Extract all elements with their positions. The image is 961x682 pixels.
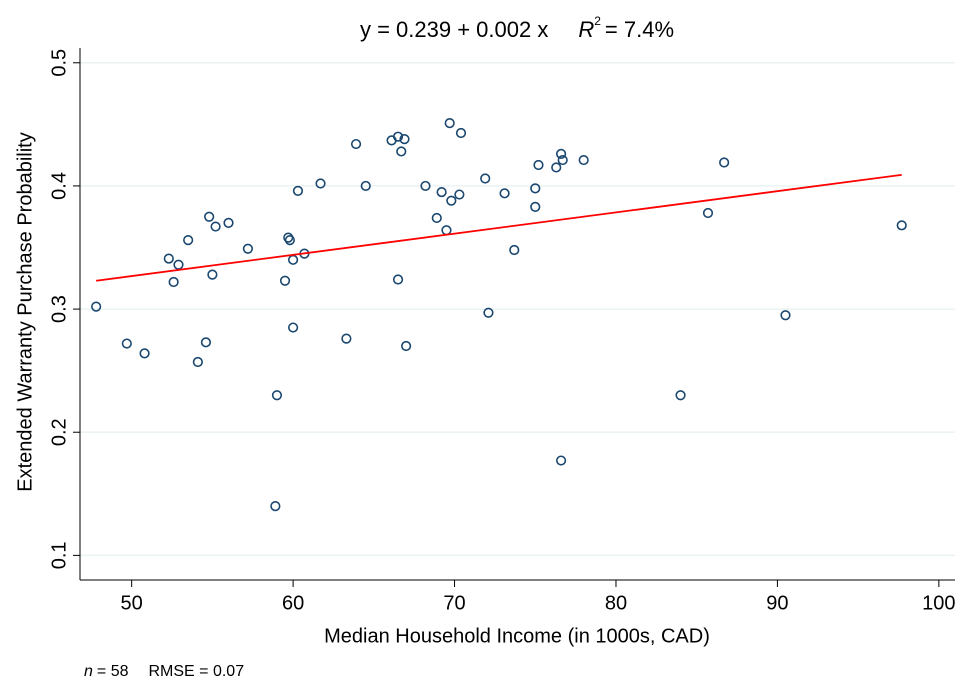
point [399,134,410,145]
point [204,211,215,222]
point [675,390,686,401]
y-tick-label: 0.1 [48,541,70,569]
point [283,232,294,243]
rmse: RMSE = 0.07 [149,663,245,680]
point [441,225,452,236]
x-axis-label: Median Household Income (in 1000s, CAD) [324,625,710,647]
point [192,356,203,368]
r2-sup: 2 [594,14,601,28]
point [183,235,194,246]
n-symbol: n [84,663,93,680]
point [533,159,544,171]
point [780,310,791,321]
point [396,146,407,157]
n-value: = 58 [97,663,129,680]
point [350,138,362,150]
point [287,322,299,333]
point [454,189,465,200]
x-tick-label: 50 [121,592,143,614]
point [139,348,150,359]
x-tick-label: 80 [605,592,627,614]
point [392,274,404,285]
point [578,154,589,166]
footnote: n = 58 RMSE = 0.07 [84,663,244,680]
point [420,180,431,192]
point [483,307,494,318]
point [173,259,184,270]
point [530,201,541,212]
point [719,157,730,168]
point [207,269,218,280]
y-tick-label: 0.5 [48,49,70,77]
chart-title: y = 0.239 + 0.002 x R2 = 7.4% [360,14,674,42]
point [436,186,447,198]
y-tick-label: 0.2 [48,418,70,446]
point [392,131,404,142]
r2-value: = 7.4% [605,17,674,42]
point [279,275,291,286]
point [168,276,179,288]
point [555,455,567,466]
point [444,118,455,129]
point [480,173,491,184]
point [557,154,568,166]
point [292,185,304,196]
point [284,235,295,246]
x-tick-label: 60 [282,592,304,614]
y-tick-label: 0.4 [48,172,70,200]
point [702,207,714,219]
point [896,220,907,231]
point [341,333,352,344]
y-tick-label: 0.3 [48,295,70,323]
x-tick-label: 70 [443,592,465,614]
fit-equation: y = 0.239 + 0.002 x [360,17,548,42]
r2-symbol: R [578,17,594,42]
point [163,253,174,264]
point [315,178,326,189]
point [200,337,212,348]
point [91,301,102,312]
x-tick-label: 100 [922,592,955,614]
point [121,338,132,349]
fit-line [96,173,902,282]
point [210,221,221,232]
point [499,188,510,199]
point [431,212,442,224]
point [287,254,299,265]
point [551,162,562,173]
point [509,244,520,256]
y-axis-label: Extended Warranty Purchase Probability [14,132,36,491]
point [446,195,457,206]
point [271,390,283,401]
point [555,148,567,160]
point [270,501,281,512]
point [530,183,541,194]
point [455,127,467,139]
point [401,340,412,352]
x-tick-label: 90 [766,592,788,614]
point [223,217,234,228]
point [360,180,371,192]
point [242,243,253,254]
